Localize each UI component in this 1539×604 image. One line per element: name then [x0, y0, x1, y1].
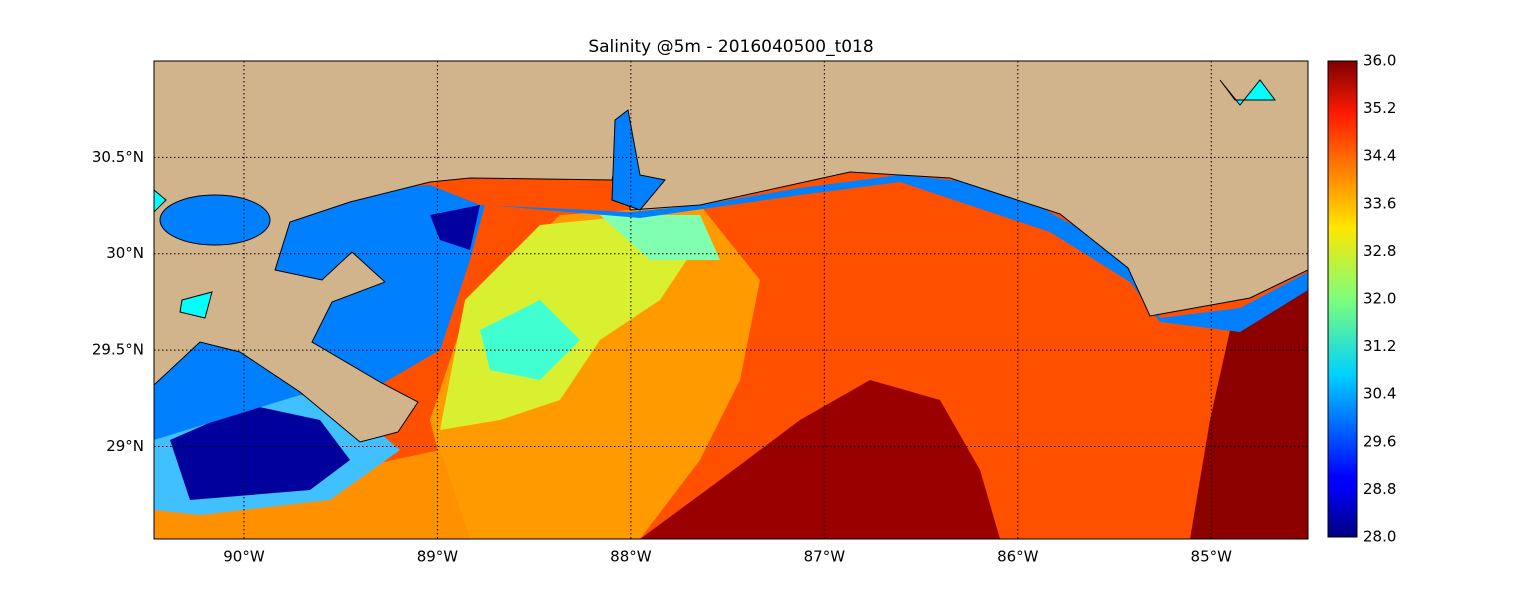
y-tick-label: 30°N [106, 244, 144, 262]
y-tick-label: 30.5°N [92, 148, 144, 166]
x-tick-label: 85°W [1191, 548, 1233, 566]
colorbar-tick-label: 32.8 [1363, 242, 1396, 260]
colorbar-tick-label: 32.0 [1363, 290, 1396, 308]
y-tick-label: 29.5°N [92, 341, 144, 359]
colorbar-tick-label: 34.4 [1363, 147, 1396, 165]
map-title: Salinity @5m - 2016040500_t018 [588, 37, 873, 57]
plot-frame [153, 60, 1309, 540]
x-tick-label: 89°W [417, 548, 459, 566]
axes: 90°W 89°W 88°W 87°W 86°W 85°W 29°N 29.5°N 30°N 30… [92, 52, 1397, 566]
salinity-field [154, 61, 1308, 539]
colorbar [1327, 60, 1358, 538]
colorbar-tick-label: 28.0 [1363, 528, 1396, 546]
x-tick-label: 87°W [804, 548, 846, 566]
colorbar-tick-label: 33.6 [1363, 194, 1396, 212]
colorbar-tick-label: 29.6 [1363, 432, 1396, 450]
x-tick-label: 86°W [997, 548, 1039, 566]
y-tick-label: 29°N [106, 437, 144, 455]
colorbar-tick-label: 31.2 [1363, 337, 1396, 355]
colorbar-tick-label: 28.8 [1363, 480, 1396, 498]
x-tick-label: 90°W [223, 548, 265, 566]
x-tick-label: 88°W [610, 548, 652, 566]
colorbar-tick-label: 36.0 [1363, 52, 1396, 70]
colorbar-tick-label: 30.4 [1363, 385, 1396, 403]
colorbar-tick-label: 35.2 [1363, 99, 1396, 117]
